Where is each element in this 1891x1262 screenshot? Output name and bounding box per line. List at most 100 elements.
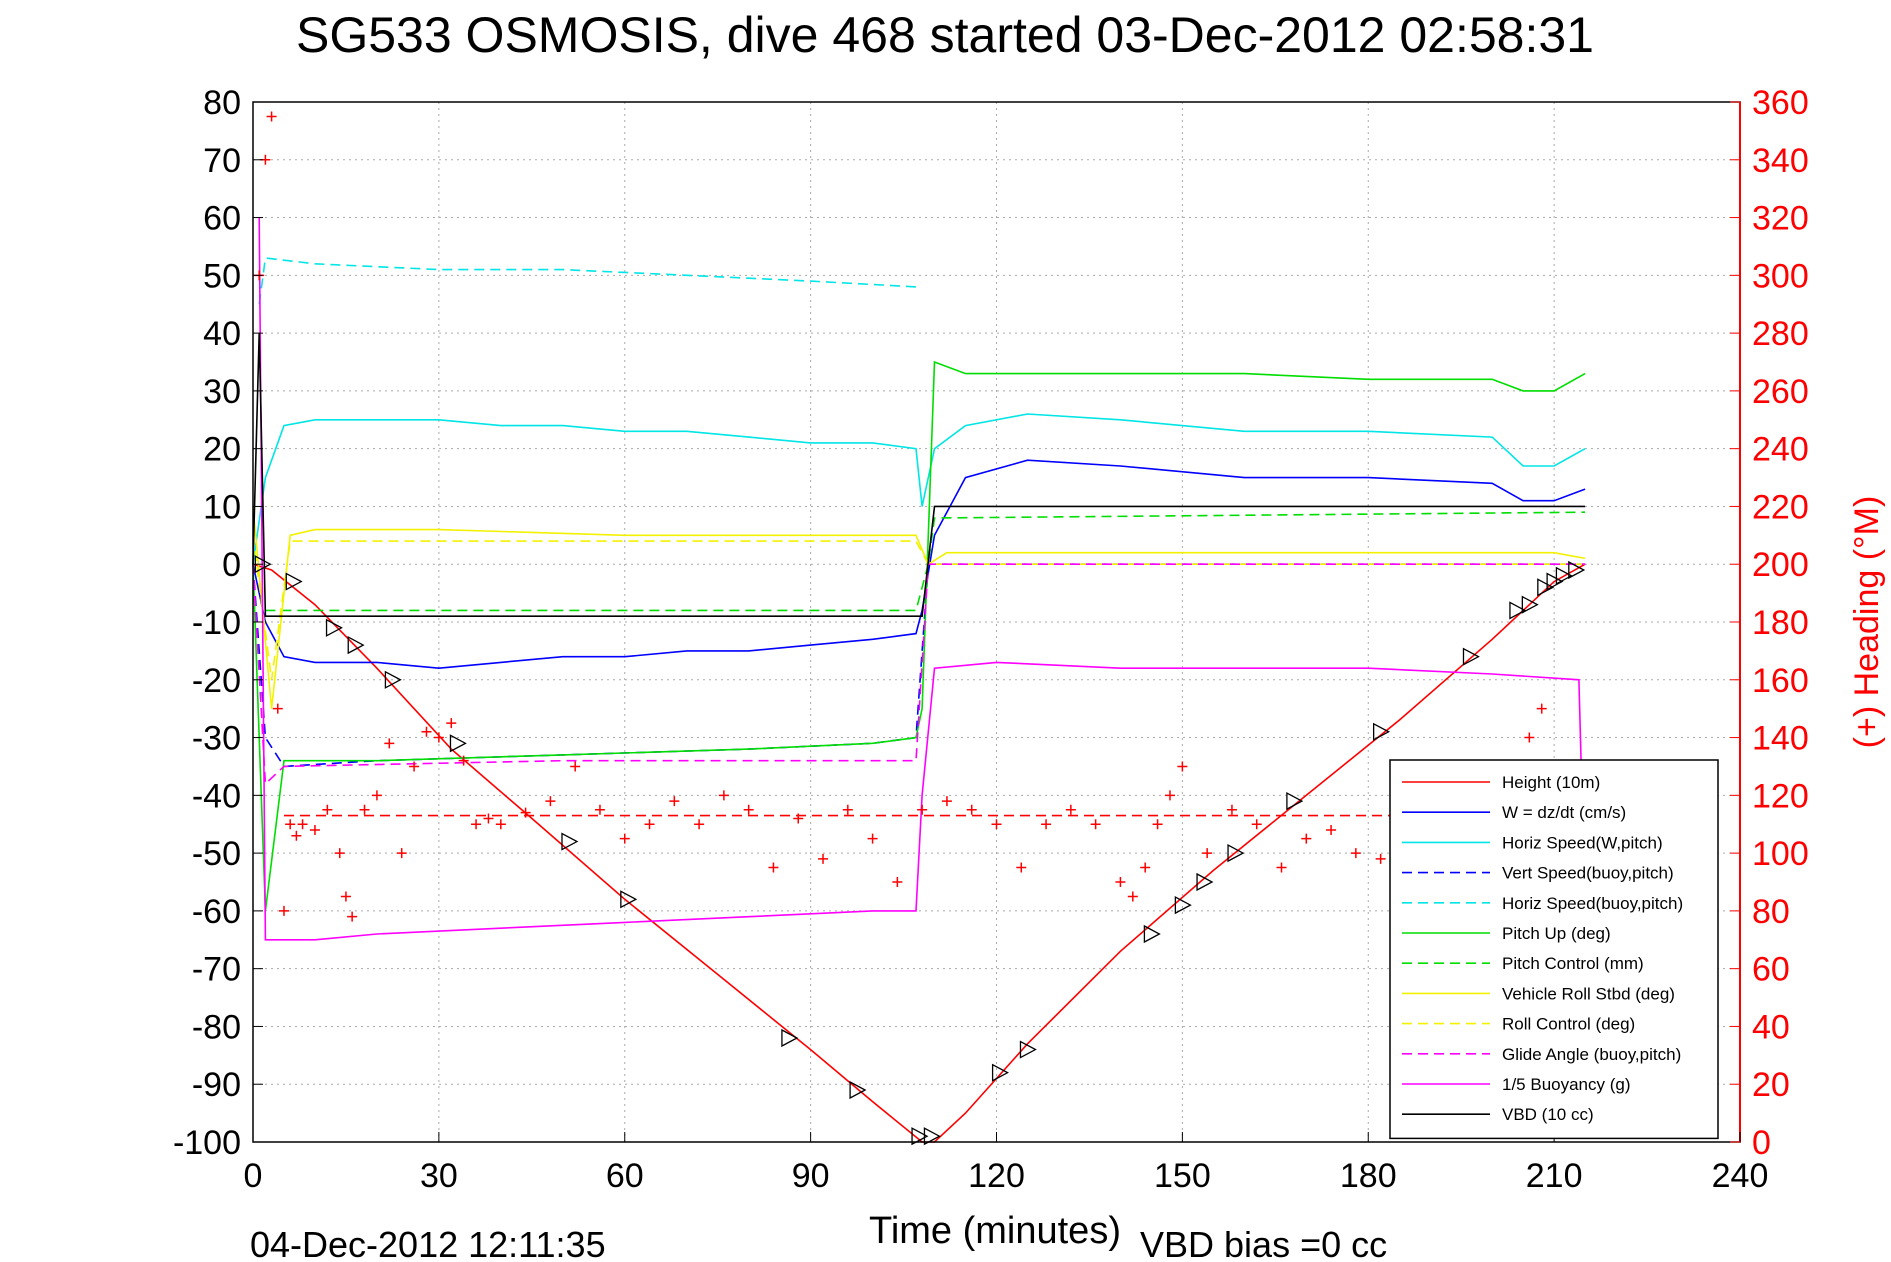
y2-tick-label: 140 [1752,720,1809,758]
heading-point [768,862,779,873]
heading-point [991,819,1002,830]
y2-tick-label: 220 [1752,488,1809,526]
y2-tick-label: 20 [1752,1066,1790,1104]
heading-point [545,796,556,807]
x-tick-label: 210 [1526,1157,1583,1195]
y-tick-label: -80 [192,1008,241,1046]
y2-tick-label: 200 [1752,546,1809,584]
depth-marker [1372,722,1391,741]
legend-label: 1/5 Buoyancy (g) [1502,1075,1631,1094]
depth-marker [1286,792,1304,811]
heading-point [371,790,382,801]
legend-entry: Pitch Up (deg) [1402,924,1611,943]
heading-point [471,819,482,830]
heading-point [1115,877,1126,887]
legend-label: Height (10m) [1502,773,1600,792]
depth-marker [911,1127,929,1146]
legend-entry: Pitch Control (mm) [1402,954,1644,973]
y-tick-label: -90 [192,1066,241,1104]
depth-marker [285,572,303,591]
heading-point [570,761,581,772]
heading-point [1065,804,1076,815]
depth-marker [384,670,402,689]
heading-point [644,819,655,830]
heading-point [483,813,494,824]
heading-point [334,848,345,859]
heading-point [347,911,358,922]
heading-point [1164,790,1175,801]
depth-marker [923,1127,941,1146]
legend-label: Pitch Up (deg) [1502,924,1611,943]
legend-label: W = dz/dt (cm/s) [1502,803,1626,822]
depth-marker [1509,601,1527,620]
heading-point [694,819,705,830]
heading-point [285,819,296,830]
heading-point [941,796,952,807]
y2-tick-label: 320 [1752,200,1809,238]
y-tick-label: 10 [203,488,241,526]
depth-marker [1521,595,1539,614]
depth-marker [1143,924,1161,944]
chart-title: SG533 OSMOSIS, dive 468 started 03-Dec-2… [296,7,1594,63]
depth-marker [849,1080,867,1100]
y-tick-label: -50 [192,835,241,873]
legend: Height (10m) W = dz/dt (cm/s) Horiz Speed(… [1389,759,1719,1140]
legend-label: Vert Speed(buoy,pitch) [1502,864,1674,883]
depth-marker [449,734,467,753]
depth-marker [561,832,579,851]
y-axis-right: 3603403203002802602402202001801601401201… [1730,84,1809,1162]
depth-marker [1174,896,1192,915]
legend-entry: VBD (10 cc) [1402,1105,1594,1124]
heading-point [818,853,829,864]
legend-entry: Vert Speed(buoy,pitch) [1402,864,1674,883]
heading-point [867,833,878,844]
heading-point [297,819,308,830]
heading-point [322,804,333,815]
y-tick-label: 50 [203,257,241,295]
series-depth-markers [254,555,1586,1146]
x-tick-label: 150 [1154,1157,1211,1195]
heading-point [594,804,605,815]
footer-vbd-bias: VBD bias =0 cc [1140,1224,1387,1262]
x-tick-label: 240 [1712,1157,1769,1195]
heading-point [1127,891,1138,902]
heading-point [309,825,320,835]
y2-tick-label: 100 [1752,835,1809,873]
y2-tick-label: 300 [1752,257,1809,295]
heading-point [1041,819,1052,830]
y2-tick-label: 260 [1752,373,1809,411]
y-axis-left: 80 70 60 50 40 30 20 10 0 -10 -20 -30 -40 -50 -60 -70 -8… [173,84,263,1162]
heading-point [1524,732,1535,743]
legend-label: VBD (10 cc) [1502,1105,1594,1124]
heading-point [272,703,283,714]
heading-point [384,738,395,749]
series-pitch-control-mm [265,511,1586,612]
heading-point [1140,862,1151,873]
x-tick-label: 60 [606,1157,644,1195]
y2-tick-label: 340 [1752,142,1809,180]
legend-label: Horiz Speed(buoy,pitch) [1502,894,1683,913]
y2-tick-label: 160 [1752,662,1809,700]
heading-point [1090,819,1101,830]
heading-point [1202,848,1213,859]
x-tick-label: 120 [968,1157,1025,1195]
y2-tick-label: 280 [1752,315,1809,353]
heading-point [966,804,977,815]
legend-entry: Horiz Speed(W,pitch) [1402,833,1663,852]
y2-tick-label: 60 [1752,951,1790,989]
heading-point [1350,848,1361,859]
heading-point [1301,833,1312,844]
series-roll-control-deg [252,535,1586,680]
x-axis-label: Time (minutes) [869,1210,1121,1252]
heading-point [1251,819,1262,830]
legend-entry: Vehicle Roll Stbd (deg) [1402,984,1675,1003]
legend-label: Roll Control (deg) [1502,1015,1635,1034]
legend-entry: Height (10m) [1402,773,1600,792]
y-tick-label: 30 [203,373,241,411]
y-tick-label: -20 [192,662,241,700]
heading-point [1226,804,1237,815]
depth-marker [991,1063,1009,1082]
depth-marker [1227,844,1245,863]
heading-point [917,804,928,815]
